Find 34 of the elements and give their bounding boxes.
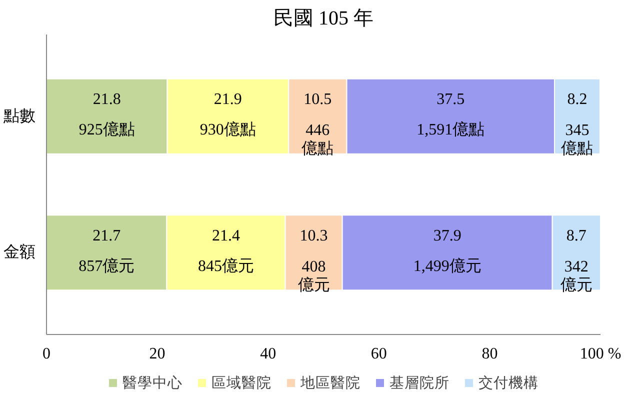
data-label: 37.9: [433, 227, 462, 244]
legend-label: 基層院所: [390, 374, 450, 392]
chart-title: 民國 105 年: [274, 8, 374, 30]
data-label: 10.3: [300, 227, 328, 244]
x-tick-label: 0: [42, 346, 50, 362]
x-tick-label: 60: [370, 346, 387, 362]
data-label: 10.5: [304, 91, 332, 108]
x-tick-label: 80: [482, 346, 498, 362]
legend-label: 醫學中心: [122, 374, 182, 392]
annotation: 1,591億點: [416, 120, 485, 138]
annotation: 930億點: [200, 120, 256, 138]
legend-label: 地區醫院: [300, 374, 360, 392]
annotation: 845億元: [198, 256, 254, 275]
x-tick-label: 20: [149, 346, 166, 362]
data-label: 21.7: [92, 227, 121, 244]
x-tick-label: 40: [260, 346, 276, 362]
annotation: 1,499億元: [413, 256, 482, 275]
annotation: 408 億元: [298, 258, 330, 294]
annotation: 342 億元: [560, 258, 592, 294]
data-label: 37.5: [436, 91, 465, 108]
x-tick-label: 100 %: [580, 346, 622, 362]
data-label: 21.8: [92, 91, 121, 108]
annotation: 925億點: [78, 120, 135, 138]
y-tick-label: 金額: [4, 243, 36, 262]
legend-label: 區域醫院: [212, 374, 272, 392]
annotation: 446 億點: [302, 122, 334, 158]
data-label: 8.7: [566, 227, 586, 244]
data-label: 21.9: [214, 91, 242, 108]
data-label: 8.2: [567, 91, 588, 108]
annotation: 857億元: [78, 256, 135, 275]
annotation: 345 億點: [561, 122, 594, 158]
legend-label: 交付機構: [478, 374, 538, 392]
data-label: 21.4: [212, 227, 240, 244]
y-tick-label: 點數: [2, 108, 36, 125]
